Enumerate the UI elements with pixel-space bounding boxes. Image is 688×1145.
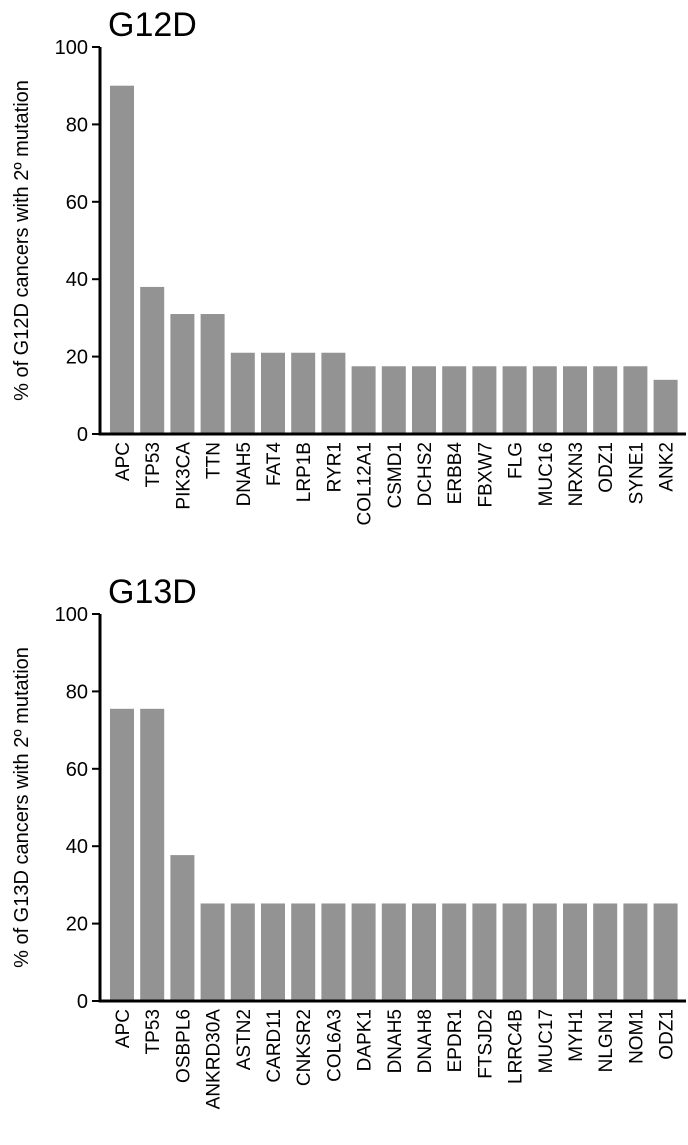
x-tick-label: CARD11 (264, 1009, 285, 1083)
bar-dnah8 (412, 903, 436, 1001)
x-tick-label: LRP1B (294, 442, 315, 502)
bar-epdr1 (442, 903, 467, 1001)
bar-ank2 (653, 379, 678, 434)
bar-tp53 (140, 708, 165, 1001)
bar-odz1 (653, 903, 678, 1001)
y-tick-label: 100 (55, 604, 88, 626)
y-tick-label: 20 (66, 914, 88, 936)
x-tick-label: NLGN1 (596, 1009, 617, 1072)
x-tick-label: OSBPL6 (173, 1009, 194, 1083)
x-tick-label: DNAH8 (415, 1009, 436, 1073)
x-tick-label: DCHS2 (415, 442, 436, 506)
chart-title: G13D (108, 573, 197, 611)
x-tick-label: CSMD1 (385, 442, 406, 509)
x-tick-label: TTN (204, 442, 225, 479)
bar-osbpl6 (170, 855, 195, 1001)
bar-muc16 (532, 366, 557, 434)
bar-apc (110, 708, 134, 1001)
x-tick-label: DNAH5 (234, 442, 255, 506)
x-tick-label: APC (113, 1009, 134, 1048)
bar-odz1 (593, 366, 618, 434)
bar-dapk1 (351, 903, 376, 1001)
bar-astn2 (230, 903, 255, 1001)
y-tick-label: 80 (66, 114, 88, 136)
bar-col6a3 (321, 903, 346, 1001)
x-tick-label: ANKRD30A (204, 1009, 225, 1110)
x-tick-label: DAPK1 (355, 1009, 376, 1071)
chart-0: G12D % of G12D cancers with 2º mutation 0 2… (11, 6, 686, 525)
bar-nom1 (623, 903, 648, 1001)
y-tick-label: 80 (66, 681, 88, 703)
x-tick-label: FLG (506, 442, 527, 479)
x-tick-label: PIK3CA (173, 442, 194, 510)
x-tick-label: FAT4 (264, 442, 285, 486)
chart-1: G13D % of G13D cancers with 2º mutation 0 2… (11, 573, 686, 1109)
y-axis-label: % of G12D cancers with 2º mutation (11, 80, 33, 401)
bar-lrp1b (291, 352, 316, 434)
bar-dnah5 (230, 352, 255, 434)
bar-lrrc4b (502, 903, 527, 1001)
bar-tp53 (140, 286, 165, 434)
x-tick-label: MUC16 (536, 442, 557, 506)
x-tick-label: ODZ1 (657, 1009, 678, 1060)
y-tick-label: 40 (66, 269, 88, 291)
x-tick-label: CNKSR2 (294, 1009, 315, 1086)
x-tick-label: FBXW7 (475, 442, 496, 507)
x-tick-label: EPDR1 (445, 1009, 466, 1072)
x-tick-label: ERBB4 (445, 442, 466, 505)
y-tick-label: 60 (66, 759, 88, 781)
x-tick-label: ANK2 (657, 442, 678, 492)
x-tick-label: APC (113, 442, 134, 481)
x-tick-label: DNAH5 (385, 1009, 406, 1073)
bar-nlgn1 (593, 903, 618, 1001)
x-tick-label: TP53 (143, 1009, 164, 1054)
bar-cnksr2 (291, 903, 316, 1001)
x-tick-label: ODZ1 (596, 442, 617, 493)
x-tick-label: NRXN3 (566, 442, 587, 506)
bar-apc (110, 85, 134, 434)
x-tick-label: NOM1 (626, 1009, 647, 1064)
x-tick-label: MYH1 (566, 1009, 587, 1062)
x-tick-label: COL12A1 (355, 442, 376, 525)
y-tick-label: 20 (66, 347, 88, 369)
x-tick-label: ASTN2 (234, 1009, 255, 1070)
bar-card11 (261, 903, 285, 1001)
bar-fbxw7 (472, 366, 497, 434)
y-tick-label: 60 (66, 192, 88, 214)
y-tick-label: 100 (55, 37, 88, 59)
bar-ttn (200, 314, 225, 434)
bar-muc17 (532, 903, 557, 1001)
bar-csmd1 (381, 366, 406, 434)
x-tick-label: TP53 (143, 442, 164, 487)
x-tick-label: RYR1 (324, 442, 345, 492)
bar-syne1 (623, 366, 648, 434)
bar-col12a1 (351, 366, 376, 434)
bar-ryr1 (321, 352, 346, 434)
bar-flg (502, 366, 527, 434)
y-tick-label: 0 (77, 991, 88, 1013)
bar-pik3ca (170, 314, 195, 434)
bar-dchs2 (412, 366, 436, 434)
x-tick-label: SYNE1 (626, 442, 647, 504)
y-axis-label: % of G13D cancers with 2º mutation (11, 647, 33, 968)
bar-erbb4 (442, 366, 467, 434)
x-tick-label: COL6A3 (324, 1009, 345, 1082)
x-tick-label: LRRC4B (506, 1009, 527, 1084)
bar-fat4 (261, 352, 285, 434)
bar-nrxn3 (563, 366, 587, 434)
y-tick-label: 0 (77, 424, 88, 446)
bar-ankrd30a (200, 903, 225, 1001)
y-tick-label: 40 (66, 836, 88, 858)
bar-ftsjd2 (472, 903, 497, 1001)
x-tick-label: FTSJD2 (475, 1009, 496, 1079)
bar-dnah5 (381, 903, 406, 1001)
x-tick-label: MUC17 (536, 1009, 557, 1073)
bar-myh1 (563, 903, 587, 1001)
chart-title: G12D (108, 6, 197, 44)
